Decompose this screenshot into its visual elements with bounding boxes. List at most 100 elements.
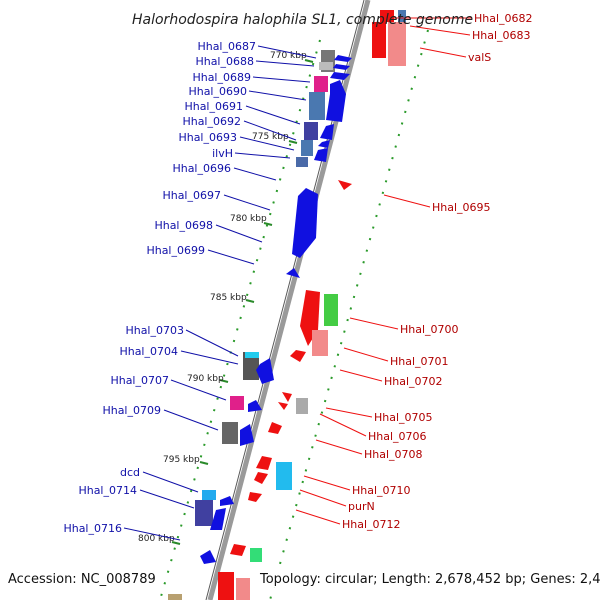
kbp-marker: 775 kbp [252,132,289,142]
right-leader-lines [295,17,472,525]
gene-arrow [314,148,328,162]
gene-arrow [286,268,300,278]
gene-arrow [320,124,334,140]
reverse-strand-tick-track [159,39,321,600]
gene-block [236,578,250,600]
gene-label[interactable]: Hhal_0690 [188,85,247,98]
gene-block [222,422,238,444]
gene-label[interactable]: Hhal_0702 [384,375,443,388]
gene-label[interactable]: Hhal_0699 [146,244,205,257]
gene-arrow [248,492,262,502]
gene-block [319,62,333,70]
gene-arrow [220,496,234,506]
gene-label[interactable]: Hhal_0688 [195,55,254,68]
gene-arrow [338,180,352,190]
gene-label[interactable]: Hhal_0704 [119,345,178,358]
gene-arrow [282,392,292,402]
reverse-strand-genes [168,50,352,600]
gene-block [388,22,406,66]
gene-block [301,140,313,156]
gene-arrow [292,188,318,258]
forward-strand-labels: Hhal_0682 Hhal_0683 valS Hhal_0695 Hhal_… [342,12,533,531]
gene-block [168,594,182,600]
reverse-strand-labels: Hhal_0687 Hhal_0688 Hhal_0689 Hhal_0690 … [63,40,256,535]
gene-label[interactable]: Hhal_0714 [78,484,137,497]
gene-label[interactable]: Hhal_0682 [474,12,533,25]
gene-label[interactable]: Hhal_0693 [178,131,237,144]
gene-arrow [256,456,272,470]
gene-arrow [290,350,306,362]
gene-label[interactable]: Hhal_0700 [400,323,459,336]
gene-block [276,462,292,490]
gene-label[interactable]: Hhal_0683 [472,29,531,42]
gene-arrow [333,64,350,70]
gene-block [380,10,394,22]
kbp-marker: 800 kbp [138,534,175,544]
gene-label[interactable]: Hhal_0697 [162,189,221,202]
forward-strand-tick-track [269,29,429,600]
gene-label[interactable]: Hhal_0687 [197,40,256,53]
gene-label[interactable]: purN [348,500,375,513]
gene-label[interactable]: Hhal_0708 [364,448,423,461]
gene-block [296,398,308,414]
gene-label[interactable]: Hhal_0689 [192,71,251,84]
gene-label[interactable]: Hhal_0705 [374,411,433,424]
gene-arrow [326,80,346,122]
gene-block [296,157,308,167]
gene-block [324,294,338,326]
gene-block [230,396,244,410]
gene-arrow [256,358,274,384]
gene-label[interactable]: dcd [120,466,140,479]
topology-text: Topology: circular; Length: 2,678,452 bp… [258,572,600,587]
gene-label[interactable]: Hhal_0691 [184,100,243,113]
gene-block [304,122,318,140]
kbp-marker: 780 kbp [230,214,267,224]
kbp-marker: 785 kbp [210,293,247,303]
gene-label[interactable]: Hhal_0696 [172,162,231,175]
forward-strand-genes [218,10,406,600]
gene-block [202,490,216,500]
gene-label[interactable]: Hhal_0709 [102,404,161,417]
gene-label[interactable]: Hhal_0698 [154,219,213,232]
gene-block [372,22,386,58]
gene-block [243,352,259,380]
kbp-tick-marks [171,59,314,545]
gene-arrow [210,508,226,530]
gene-arrow [268,422,282,434]
kbp-marker: 790 kbp [187,374,224,384]
gene-arrow [318,140,330,148]
gene-block [312,330,328,356]
gene-arrow [254,472,268,484]
gene-block [218,572,234,600]
gene-arrow [240,424,254,446]
gene-block [398,10,406,22]
kbp-marker: 770 kbp [270,51,307,61]
gene-label[interactable]: Hhal_0701 [390,355,449,368]
kbp-markers: 770 kbp 775 kbp 780 kbp 785 kbp 790 kbp … [138,51,307,544]
gene-label[interactable]: Hhal_0712 [342,518,401,531]
gene-arrow [200,550,216,564]
gene-label[interactable]: valS [468,51,491,64]
gene-label[interactable]: Hhal_0707 [110,374,169,387]
gene-label[interactable]: Hhal_0716 [63,522,122,535]
kbp-marker: 795 kbp [163,455,200,465]
gene-arrow [248,400,262,412]
accession-text: Accession: NC_008789 [6,572,158,587]
gene-label[interactable]: Hhal_0703 [125,324,184,337]
gene-label[interactable]: Hhal_0695 [432,201,491,214]
gene-label[interactable]: Hhal_0706 [368,430,427,443]
gene-block [245,352,259,358]
gene-label[interactable]: ilvH [212,147,233,160]
gene-arrow [230,544,246,556]
gene-arrow [278,402,288,410]
gene-block [195,500,213,526]
genome-title: Halorhodospira halophila SL1, complete g… [132,12,473,28]
left-leader-lines [123,45,317,541]
gene-label[interactable]: Hhal_0692 [182,115,241,128]
gene-block [309,92,325,120]
gene-block [314,76,328,92]
gene-label[interactable]: Hhal_0710 [352,484,411,497]
gene-arrow [330,72,350,80]
